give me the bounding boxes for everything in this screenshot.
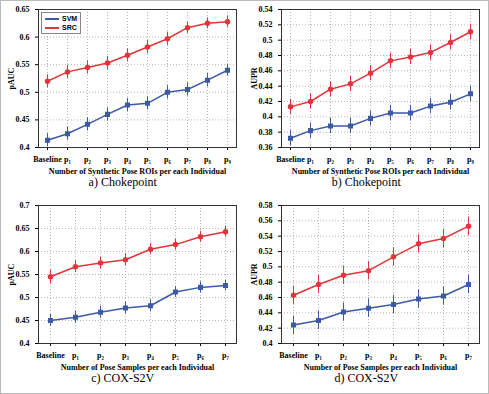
html-text:SRC: SRC [62, 24, 77, 31]
svg-text:Number of Pose Samples per eac: Number of Pose Samples per each Individu… [304, 363, 458, 372]
svg-text:p₇: p₇ [427, 155, 434, 164]
svg-text:p₂: p₂ [340, 351, 347, 360]
svg-text:0.5: 0.5 [19, 88, 29, 97]
svg-text:Number of Pose Samples per eac: Number of Pose Samples per each Individu… [61, 363, 215, 372]
svg-text:0.54: 0.54 [259, 5, 273, 14]
svg-text:p₄: p₄ [147, 351, 154, 360]
svg-text:p₅: p₅ [172, 351, 179, 360]
svg-text:0.45: 0.45 [15, 316, 29, 325]
svg-text:0.44: 0.44 [259, 82, 273, 91]
svg-text:0.65: 0.65 [15, 5, 29, 14]
svg-text:pAUC: pAUC [7, 67, 16, 89]
svg-text:0.55: 0.55 [15, 60, 29, 69]
svg-text:0.42: 0.42 [259, 97, 273, 106]
svg-text:0.58: 0.58 [259, 201, 273, 210]
svg-text:0.5: 0.5 [263, 36, 273, 45]
svg-text:Number of Synthetic Pose ROIs: Number of Synthetic Pose ROIs per each I… [292, 167, 470, 176]
svg-text:0.36: 0.36 [259, 143, 273, 152]
svg-text:p₃: p₃ [365, 351, 372, 360]
html-text:c) COX-S2V: c) COX-S2V [91, 371, 155, 385]
svg-text:0.56: 0.56 [259, 216, 273, 225]
svg-text:0.52: 0.52 [259, 20, 273, 29]
svg-text:0.46: 0.46 [259, 66, 273, 75]
svg-text:p₅: p₅ [415, 351, 422, 360]
svg-text:AUPR: AUPR [250, 67, 259, 89]
svg-text:p₄: p₄ [367, 155, 374, 164]
svg-text:Baseline: Baseline [33, 155, 62, 164]
svg-text:0.6: 0.6 [19, 247, 29, 256]
svg-text:pAUC: pAUC [7, 263, 16, 285]
svg-text:0.5: 0.5 [19, 293, 29, 302]
svg-text:0.4: 0.4 [263, 112, 273, 121]
svg-text:p₇: p₇ [184, 155, 191, 164]
svg-text:0.45: 0.45 [15, 115, 29, 124]
svg-text:0.65: 0.65 [15, 224, 29, 233]
svg-text:0.4: 0.4 [19, 339, 29, 348]
svg-text:p₆: p₆ [164, 155, 171, 164]
svg-text:0.6: 0.6 [19, 33, 29, 42]
svg-text:p₃: p₃ [122, 351, 129, 360]
svg-text:p₄: p₄ [124, 155, 131, 164]
svg-text:p₃: p₃ [347, 155, 354, 164]
svg-text:Baseline: Baseline [280, 351, 309, 360]
svg-text:p₆: p₆ [197, 351, 204, 360]
svg-text:p₇: p₇ [222, 351, 229, 360]
svg-text:Baseline: Baseline [277, 155, 306, 164]
svg-text:p₆: p₆ [407, 155, 414, 164]
svg-text:p₇: p₇ [465, 351, 472, 360]
svg-text:p₉: p₉ [467, 155, 474, 164]
svg-text:p₈: p₈ [447, 155, 454, 164]
svg-text:0.4: 0.4 [19, 143, 29, 152]
svg-text:0.5: 0.5 [263, 262, 273, 271]
svg-text:p₂: p₂ [84, 155, 91, 164]
svg-text:p₅: p₅ [144, 155, 151, 164]
html-text:SVM: SVM [62, 15, 78, 22]
svg-text:0.7: 0.7 [19, 201, 29, 210]
html-text:b) Chokepoint: b) Chokepoint [331, 175, 401, 189]
svg-text:p₅: p₅ [387, 155, 394, 164]
svg-text:0.48: 0.48 [259, 51, 273, 60]
html-text:a) Chokepoint: a) Chokepoint [88, 175, 157, 189]
svg-text:0.42: 0.42 [259, 324, 273, 333]
svg-text:0.44: 0.44 [259, 308, 273, 317]
svg-text:0.4: 0.4 [263, 339, 273, 348]
svg-text:p₆: p₆ [440, 351, 447, 360]
svg-text:p₈: p₈ [204, 155, 211, 164]
svg-text:p₁: p₁ [64, 155, 71, 164]
svg-text:p₁: p₁ [72, 351, 79, 360]
svg-text:p₂: p₂ [327, 155, 334, 164]
svg-text:0.38: 0.38 [259, 128, 273, 137]
svg-text:0.48: 0.48 [259, 278, 273, 287]
svg-text:0.54: 0.54 [259, 232, 273, 241]
svg-text:p₄: p₄ [390, 351, 397, 360]
svg-text:p₂: p₂ [97, 351, 104, 360]
svg-text:p₉: p₉ [224, 155, 231, 164]
html-text:d) COX-S2V: d) COX-S2V [334, 371, 399, 385]
svg-text:AUPR: AUPR [250, 263, 259, 285]
svg-text:0.46: 0.46 [259, 293, 273, 302]
svg-text:p₁: p₁ [307, 155, 314, 164]
svg-text:Baseline: Baseline [36, 351, 65, 360]
svg-text:p₃: p₃ [104, 155, 111, 164]
svg-text:0.55: 0.55 [15, 270, 29, 279]
svg-text:0.52: 0.52 [259, 247, 273, 256]
svg-text:Number of Synthetic Pose ROIs: Number of Synthetic Pose ROIs per each I… [49, 167, 227, 176]
svg-text:p₁: p₁ [315, 351, 322, 360]
